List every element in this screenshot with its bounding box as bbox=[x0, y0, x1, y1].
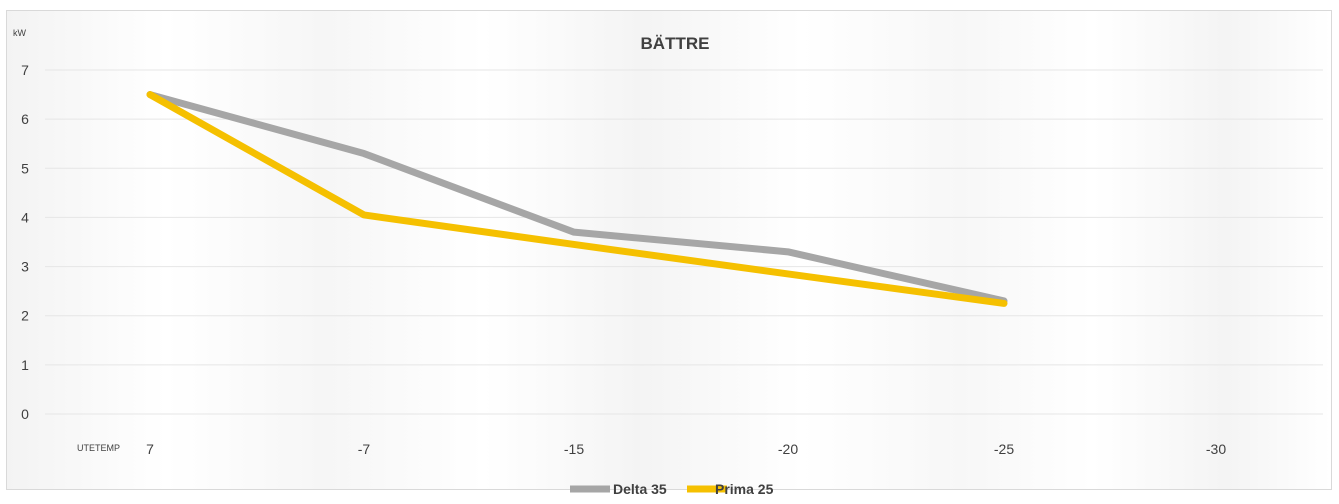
y-tick-label: 3 bbox=[21, 259, 29, 275]
y-tick-label: 1 bbox=[21, 357, 29, 373]
legend-label: Prima 25 bbox=[715, 481, 774, 497]
y-tick-label: 2 bbox=[21, 308, 29, 324]
y-axis-ticks: 0 1 2 3 4 5 6 7 bbox=[21, 62, 29, 422]
x-axis-ticks: 7 -7 -15 -20 -25 -30 bbox=[146, 441, 1226, 457]
x-tick-label: -20 bbox=[778, 441, 798, 457]
legend: Delta 35 Prima 25 bbox=[570, 481, 774, 497]
chart-title: BÄTTRE bbox=[641, 34, 710, 53]
y-tick-label: 6 bbox=[21, 111, 29, 127]
y-tick-label: 5 bbox=[21, 160, 29, 176]
gridlines bbox=[45, 69, 1323, 415]
x-tick-label: 7 bbox=[146, 441, 154, 457]
y-tick-label: 4 bbox=[21, 209, 29, 225]
x-axis-label: UTETEMP bbox=[77, 443, 120, 453]
line-chart: BÄTTRE kW UTETEMP 0 1 2 3 4 5 6 7 7 -7 -15 -20 -25 -… bbox=[13, 28, 1323, 497]
series-line-delta-35 bbox=[146, 91, 1008, 305]
x-tick-label: -30 bbox=[1206, 441, 1226, 457]
y-tick-label: 0 bbox=[21, 406, 29, 422]
legend-label: Delta 35 bbox=[613, 481, 667, 497]
series-line-prima-25 bbox=[146, 91, 1008, 307]
x-tick-label: -7 bbox=[358, 441, 371, 457]
chart-frame: BÄTTRE kW UTETEMP 0 1 2 3 4 5 6 7 7 -7 -15 -20 -25 -… bbox=[6, 10, 1332, 497]
x-tick-label: -25 bbox=[994, 441, 1014, 457]
y-axis-unit: kW bbox=[13, 28, 27, 38]
y-tick-label: 7 bbox=[21, 62, 29, 78]
series-lines bbox=[146, 91, 1008, 307]
x-tick-label: -15 bbox=[564, 441, 584, 457]
